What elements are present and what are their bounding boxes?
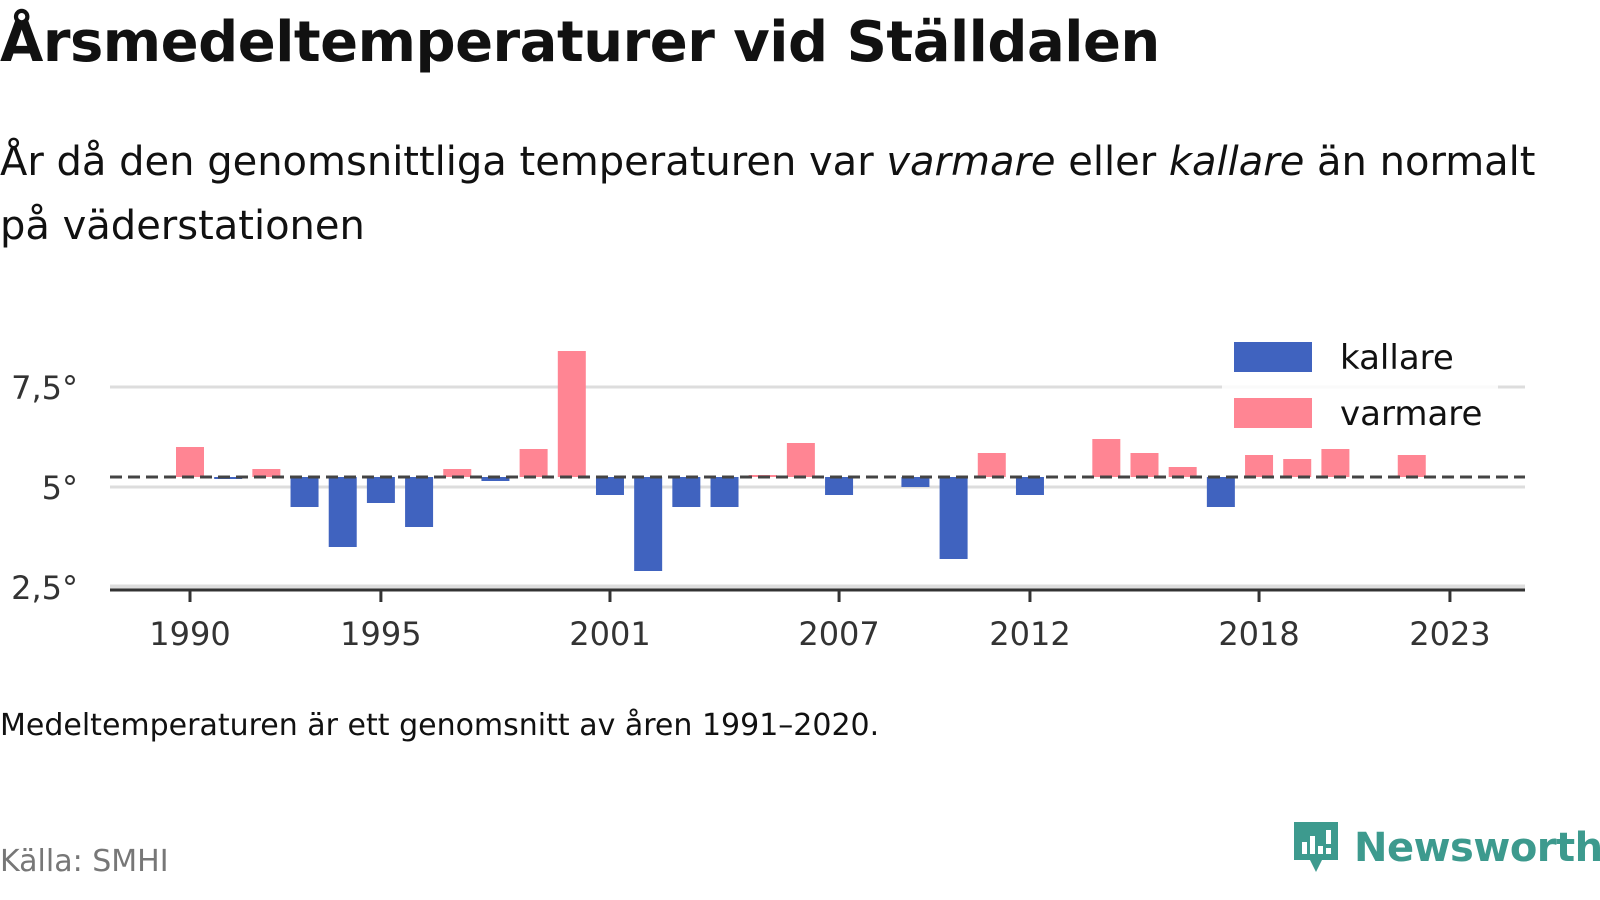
bar-varmare-2016 [1168,467,1197,477]
chart: 2,5° 5° 7,5° 1990 1995 2001 2007 2012 2018 2023 ka… [0,330,1600,670]
bar-varmare-2011 [977,453,1006,477]
bar-chart: 2,5° 5° 7,5° 1990 1995 2001 2007 2012 2018 2023 ka… [11,332,1525,653]
y-tick-label: 2,5° [11,569,78,607]
bar-kallare-2007 [825,477,854,495]
bar-kallare-1995 [366,477,395,503]
bar-kallare-2012 [1015,477,1044,495]
bar-varmare-1999 [519,449,548,477]
bar-varmare-1997 [443,469,472,477]
bar-kallare-1993 [290,477,319,507]
bar-kallare-2002 [634,477,663,571]
page-title: Årsmedeltemperaturer vid Ställdalen [0,10,1160,75]
bar-kallare-1996 [405,477,434,527]
x-tick-label: 1990 [149,615,230,653]
bar-varmare-2015 [1130,453,1159,477]
bar-kallare-2003 [672,477,701,507]
subtitle-part: eller [1055,139,1169,185]
bar-kallare-2017 [1206,477,1235,507]
x-tick-label: 2007 [798,615,879,653]
bar-kallare-2004 [710,477,739,507]
brand-name: Newsworthy [1354,825,1600,871]
subtitle-part: än normalt på väderstationen [0,139,1536,249]
footnote: Medeltemperaturen är ett genomsnitt av å… [0,708,880,743]
subtitle: År då den genomsnittliga temperaturen va… [0,130,1560,258]
bar-kallare-2010 [939,477,968,559]
bar-kallare-1998 [481,477,510,481]
bar-kallare-2001 [595,477,624,495]
source-credit: Källa: SMHI [0,844,169,879]
y-tick-label: 7,5° [11,369,78,407]
legend-label-varmare: varmare [1340,394,1482,434]
subtitle-warm: varmare [886,139,1056,185]
bar-varmare-2006 [786,443,815,477]
legend-swatch-kallare [1234,342,1312,372]
x-tick-label: 2023 [1409,615,1490,653]
bar-varmare-2018 [1245,455,1274,477]
bar-varmare-2019 [1283,459,1312,477]
x-tick-label: 2001 [569,615,650,653]
subtitle-part: År då den genomsnittliga temperaturen va… [0,139,887,185]
bar-varmare-2022 [1397,455,1426,477]
bar-kallare-2009 [901,477,930,487]
bar-varmare-2014 [1092,439,1121,477]
x-tick-label: 1995 [340,615,421,653]
newsworthy-logo-icon [1294,822,1338,872]
x-tick-label: 2012 [989,615,1070,653]
y-tick-label: 5° [42,469,78,507]
x-tick-label: 2018 [1218,615,1299,653]
bar-kallare-1994 [328,477,357,547]
bar-varmare-1990 [176,447,204,477]
legend-label-kallare: kallare [1340,338,1454,378]
legend-swatch-varmare [1234,398,1312,428]
bar-varmare-2020 [1321,449,1350,477]
brand-logo: Newsworthy [1290,818,1600,878]
subtitle-cold: kallare [1168,139,1305,185]
bar-varmare-1992 [252,469,281,477]
bar-varmare-2000 [557,351,586,477]
